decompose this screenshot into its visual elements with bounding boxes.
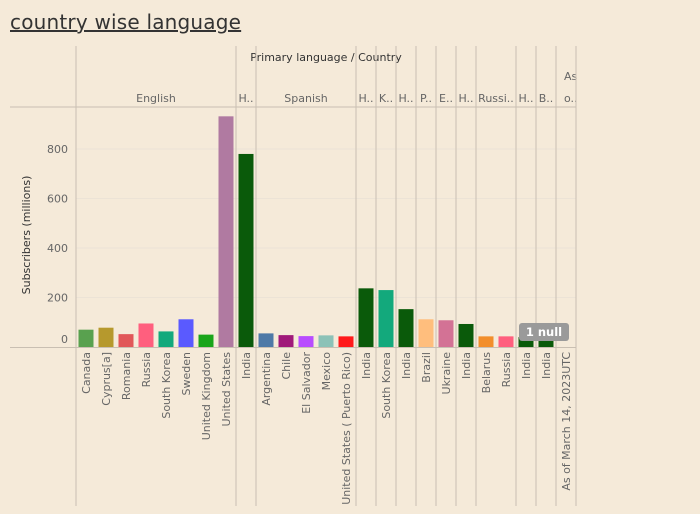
x-tick-label: Mexico	[320, 352, 333, 391]
bar	[178, 319, 194, 347]
y-tick-label: 400	[47, 242, 68, 255]
x-tick-label: Cyprus[a]	[100, 352, 113, 406]
group-label: K..	[379, 92, 393, 105]
x-tick-label: Chile	[280, 352, 293, 380]
bar	[98, 327, 114, 347]
bar	[458, 323, 474, 347]
x-tick-label: India	[460, 352, 473, 379]
x-tick-label: Russia	[500, 352, 513, 387]
bar	[478, 336, 494, 347]
x-tick-label: United States ( Puerto Rico)	[340, 352, 353, 505]
x-tick-label: India	[540, 352, 553, 379]
bar	[338, 336, 354, 347]
y-tick-label: 800	[47, 143, 68, 156]
group-label: H..	[238, 92, 253, 105]
bar	[258, 333, 274, 347]
x-tick-label: India	[360, 352, 373, 379]
group-label: o..	[564, 92, 578, 105]
x-tick-label: India	[240, 352, 253, 379]
bar	[158, 331, 174, 347]
bar	[78, 329, 94, 347]
x-tick-label: As of March 14, 2023UTC	[560, 352, 573, 491]
bar	[378, 290, 394, 347]
bar	[298, 336, 314, 347]
null-badge	[519, 323, 569, 341]
group-label: English	[136, 92, 176, 105]
bar	[278, 335, 294, 347]
group-label: As	[564, 70, 578, 83]
x-tick-label: Ukraine	[440, 352, 453, 395]
x-tick-label: Brazil	[420, 352, 433, 383]
group-label: E..	[439, 92, 453, 105]
group-label: B..	[539, 92, 554, 105]
y-axis-label: Subscribers (millions)	[20, 176, 33, 295]
x-tick-label: India	[520, 352, 533, 379]
bar	[398, 309, 414, 347]
bar	[438, 320, 454, 347]
x-tick-label: Argentina	[260, 352, 273, 406]
x-tick-label: Belarus	[480, 352, 493, 394]
null-badge-label: 1 null	[526, 325, 562, 339]
header-label: Primary language / Country	[250, 51, 402, 64]
bar	[358, 288, 374, 347]
bar	[218, 116, 234, 347]
bar	[238, 153, 254, 347]
bar	[518, 337, 534, 347]
group-label: Spanish	[284, 92, 327, 105]
bar	[498, 336, 514, 347]
y-tick-label: 600	[47, 193, 68, 206]
group-label: H..	[458, 92, 473, 105]
chart-title: country wise language	[10, 10, 242, 34]
y-tick-label: 200	[47, 292, 68, 305]
group-label: H..	[358, 92, 373, 105]
bar	[538, 337, 554, 347]
x-tick-label: United Kingdom	[200, 352, 213, 440]
y-tick-label: 0	[61, 333, 68, 346]
group-label: P..	[420, 92, 432, 105]
x-tick-label: Sweden	[180, 352, 193, 395]
x-tick-label: El Salvador	[300, 352, 313, 414]
group-label: H..	[398, 92, 413, 105]
x-tick-label: United States	[220, 352, 233, 427]
bar	[118, 334, 134, 347]
x-tick-label: Russia	[140, 352, 153, 387]
bar	[198, 334, 214, 347]
x-tick-label: South Korea	[380, 352, 393, 419]
x-tick-label: India	[400, 352, 413, 379]
bar	[138, 323, 154, 347]
group-label: H..	[518, 92, 533, 105]
x-tick-label: Romania	[120, 352, 133, 400]
group-label: Russi..	[478, 92, 514, 105]
x-tick-label: Canada	[80, 352, 93, 394]
bar	[318, 335, 334, 347]
bar	[418, 319, 434, 347]
x-tick-label: South Korea	[160, 352, 173, 419]
